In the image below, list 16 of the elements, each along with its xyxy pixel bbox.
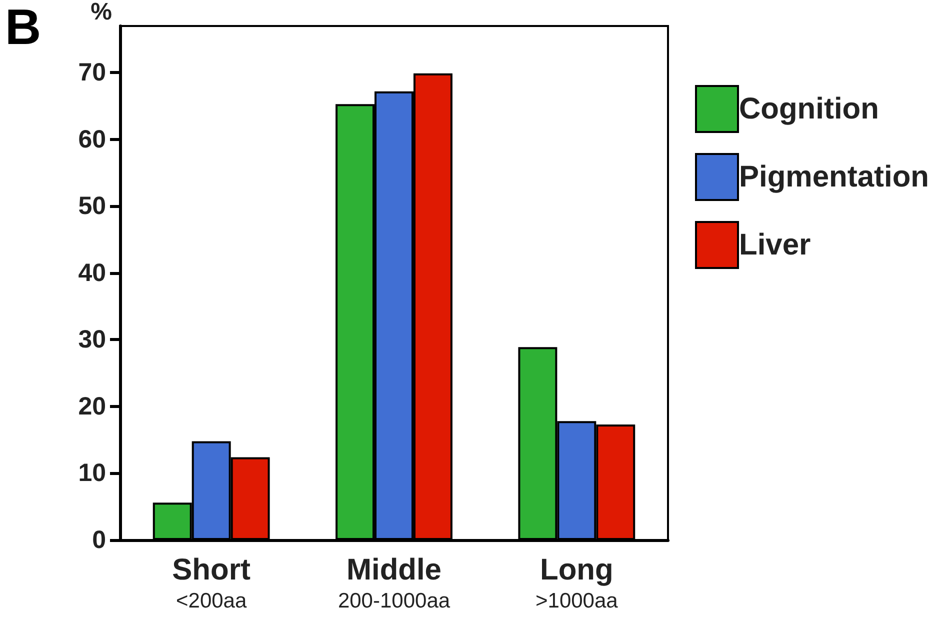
y-tick-label: 10 <box>78 459 106 488</box>
y-tick-label: 0 <box>92 526 106 554</box>
x-tick-label: Short <200aa <box>172 554 251 612</box>
y-tick-label: 20 <box>78 392 106 420</box>
text: B <box>5 0 42 55</box>
y-tick-label: 40 <box>78 258 106 287</box>
x-tick-label: Long >1000aa <box>535 554 618 612</box>
legend-label: Cognition <box>738 92 879 126</box>
legend-label: Liver <box>738 228 812 262</box>
y-tick-label: 50 <box>78 192 106 220</box>
y-tick-label: 60 <box>78 125 106 154</box>
y-tick-label: 70 <box>78 58 106 87</box>
y-axis-title: % <box>90 0 112 26</box>
x-tick-label: Middle 200-1000aa <box>338 554 450 612</box>
y-tick-label: 30 <box>78 326 106 354</box>
legend-label: Pigmentation <box>738 160 930 194</box>
